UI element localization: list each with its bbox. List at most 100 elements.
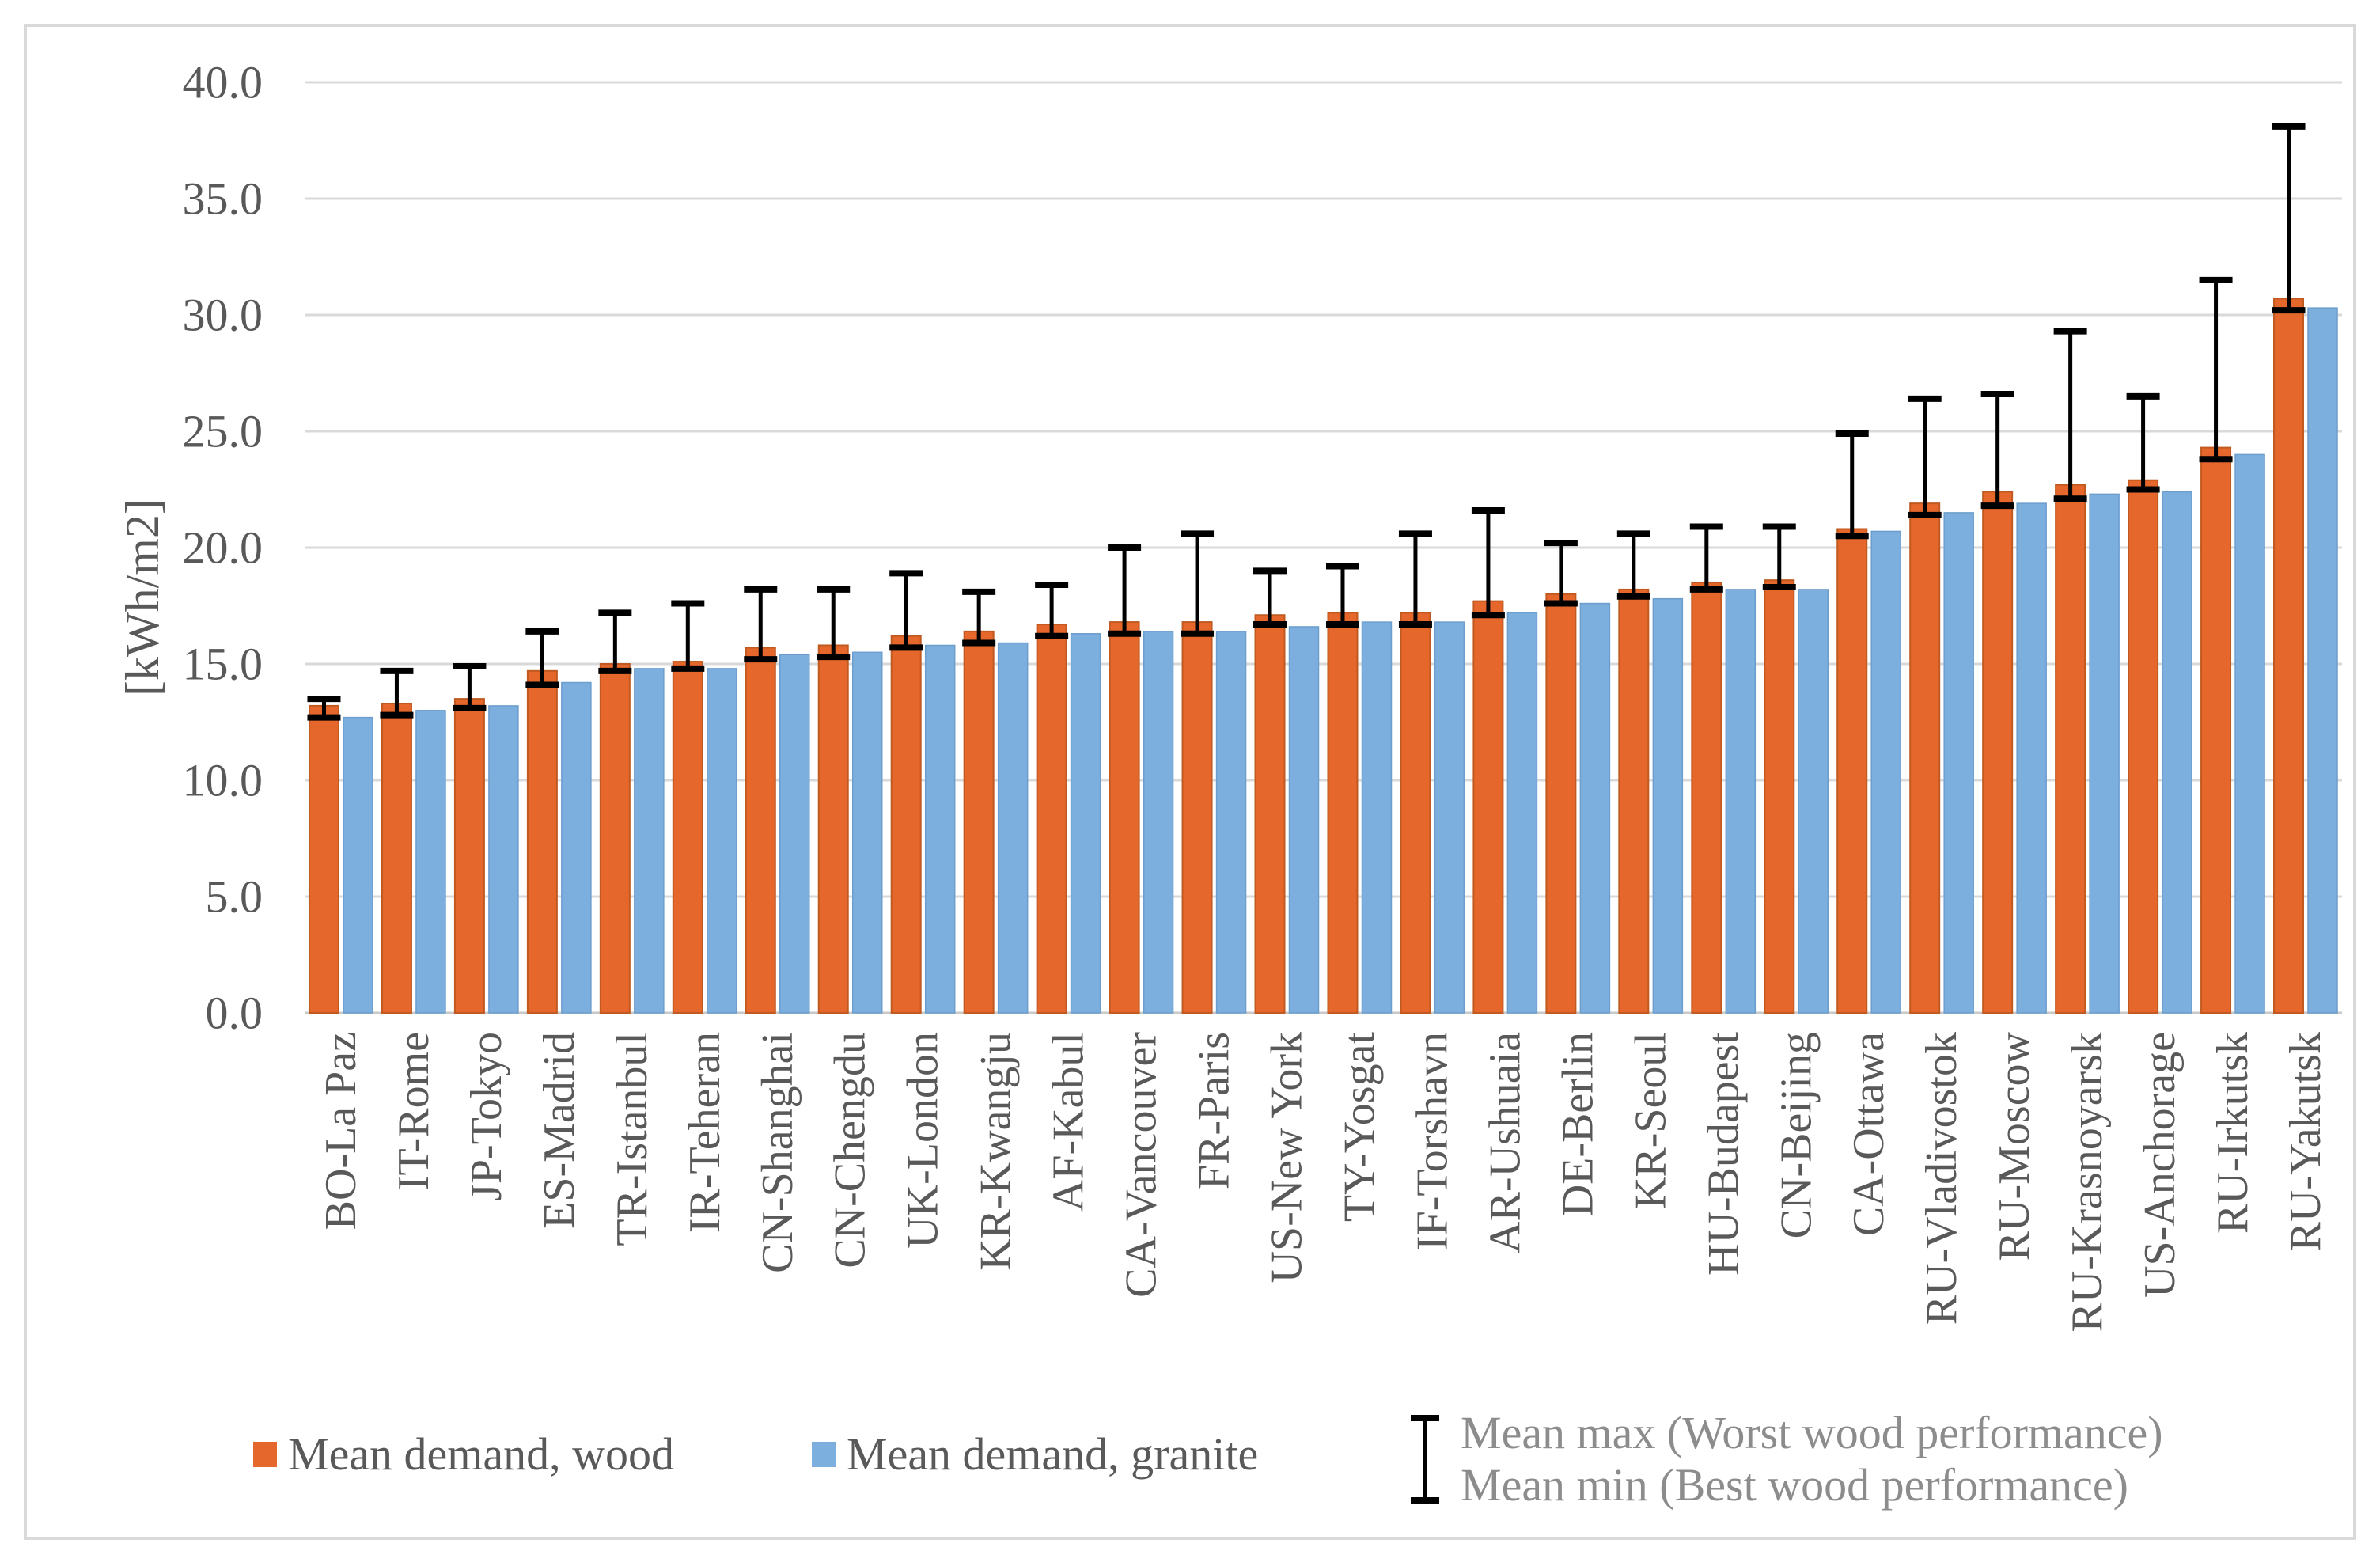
- x-category-label-18: KR-Seoul: [1626, 1032, 1675, 1209]
- x-category-label-2: JP-Tokyo: [462, 1032, 511, 1201]
- bar-granite-22: [1943, 512, 1974, 1014]
- x-category-label-12: FR-Paris: [1190, 1032, 1239, 1189]
- bar-granite-17: [1579, 602, 1611, 1014]
- x-category-label-11: CA-Vancouver: [1117, 1032, 1166, 1298]
- x-category-label-25: US-Anchorage: [2136, 1032, 2185, 1298]
- bar-wood-18: [1618, 588, 1650, 1014]
- bar-granite-15: [1434, 621, 1465, 1014]
- x-category-label-5: IR-Teheran: [680, 1032, 730, 1233]
- bar-wood-12: [1181, 621, 1213, 1014]
- x-category-label-22: RU-Vladivostok: [1917, 1032, 1966, 1325]
- bar-wood-4: [599, 663, 631, 1014]
- y-tick-label-25: 25.0: [183, 406, 263, 457]
- bar-wood-2: [453, 698, 485, 1014]
- bar-wood-17: [1545, 593, 1577, 1014]
- bar-wood-14: [1327, 612, 1359, 1014]
- y-tick-label-0: 0.0: [206, 988, 263, 1039]
- bar-granite-25: [2162, 491, 2192, 1014]
- x-category-label-17: DE-Berlin: [1553, 1032, 1602, 1216]
- x-category-label-13: US-New York: [1263, 1032, 1312, 1283]
- bar-granite-2: [488, 705, 519, 1014]
- bar-granite-10: [1070, 633, 1101, 1014]
- legend-label-granite: Mean demand, granite: [847, 1428, 1259, 1480]
- bar-granite-20: [1798, 589, 1829, 1014]
- bar-granite-12: [1215, 631, 1247, 1014]
- bar-granite-19: [1725, 589, 1757, 1014]
- bar-wood-5: [672, 661, 703, 1014]
- legend-item-error-bars[interactable]: Mean max (Worst wood performance) Mean m…: [1407, 1407, 2163, 1511]
- bar-wood-13: [1254, 614, 1286, 1014]
- granite-series-swatch-icon: [812, 1441, 836, 1467]
- error-bar-icon: [1411, 1415, 1439, 1504]
- bar-granite-3: [561, 681, 592, 1014]
- x-category-label-0: BO-La Paz: [316, 1032, 366, 1230]
- x-category-label-14: TY-Yosgat: [1335, 1032, 1384, 1223]
- legend-label-mean-min: Mean min (Best wood performance): [1461, 1459, 2128, 1511]
- y-tick-label-20: 20.0: [183, 522, 263, 574]
- bar-granite-9: [997, 642, 1029, 1014]
- x-category-label-4: TR-Istanbul: [608, 1032, 657, 1246]
- bar-granite-18: [1652, 597, 1684, 1014]
- x-category-label-10: AF-Kabul: [1044, 1032, 1093, 1212]
- x-category-label-26: RU-Irkutsk: [2208, 1032, 2257, 1234]
- x-category-label-7: CN-Chengdu: [826, 1032, 875, 1268]
- x-category-label-20: CN-Beijing: [1772, 1032, 1821, 1238]
- y-tick-label-5: 5.0: [206, 871, 263, 923]
- bar-granite-8: [924, 644, 956, 1014]
- x-category-label-27: RU-Yakutsk: [2281, 1032, 2330, 1251]
- x-category-label-24: RU-Krasnoyarsk: [2063, 1032, 2112, 1332]
- bar-wood-21: [1836, 528, 1868, 1014]
- legend-item-wood[interactable]: Mean demand, wood: [253, 1428, 674, 1481]
- legend-label-mean-max: Mean max (Worst wood performance): [1461, 1407, 2163, 1458]
- bar-wood-25: [2128, 479, 2159, 1014]
- bar-wood-11: [1109, 621, 1140, 1014]
- bar-wood-26: [2200, 446, 2232, 1014]
- bar-granite-5: [707, 668, 737, 1014]
- x-category-label-8: UK-London: [899, 1032, 948, 1249]
- bar-granite-24: [2089, 493, 2120, 1014]
- bar-wood-10: [1036, 624, 1067, 1014]
- y-tick-label-40: 40.0: [183, 57, 263, 108]
- y-tick-label-10: 10.0: [183, 755, 263, 806]
- bar-granite-21: [1870, 530, 1901, 1014]
- bar-wood-20: [1764, 579, 1795, 1014]
- bar-granite-7: [851, 651, 883, 1014]
- bar-wood-6: [745, 647, 776, 1014]
- x-category-label-23: RU-Moscow: [1990, 1031, 2039, 1261]
- bar-granite-11: [1143, 631, 1174, 1014]
- y-tick-label-15: 15.0: [183, 639, 263, 690]
- bar-wood-3: [526, 669, 558, 1014]
- x-category-label-3: ES-Madrid: [535, 1032, 584, 1229]
- bar-granite-16: [1506, 612, 1538, 1014]
- bar-wood-16: [1472, 600, 1504, 1014]
- x-category-label-19: HU-Budapest: [1699, 1032, 1748, 1276]
- x-category-label-9: KR-Kwangju: [972, 1032, 1021, 1271]
- bar-granite-0: [343, 716, 373, 1014]
- x-category-label-6: CN-Shanghai: [753, 1032, 802, 1273]
- y-tick-label-35: 35.0: [183, 173, 263, 225]
- bar-granite-14: [1361, 621, 1393, 1014]
- legend-item-granite[interactable]: Mean demand, granite: [812, 1428, 1258, 1481]
- bar-granite-26: [2234, 453, 2265, 1014]
- y-tick-label-30: 30.0: [183, 290, 263, 341]
- x-category-label-1: IT-Rome: [389, 1032, 438, 1190]
- bar-granite-13: [1288, 626, 1320, 1014]
- bar-wood-7: [817, 644, 849, 1014]
- bar-wood-24: [2055, 484, 2086, 1014]
- x-category-label-16: AR-Ushuaia: [1480, 1032, 1529, 1253]
- bar-granite-1: [415, 710, 446, 1014]
- bar-wood-19: [1691, 582, 1722, 1014]
- bar-wood-15: [1400, 612, 1431, 1014]
- bar-granite-23: [2016, 502, 2047, 1014]
- bar-granite-6: [779, 654, 810, 1014]
- wood-series-swatch-icon: [253, 1441, 277, 1467]
- y-axis-title: [kWh/m2]: [116, 499, 169, 696]
- bar-granite-4: [634, 668, 665, 1014]
- bar-granite-27: [2307, 307, 2338, 1014]
- bar-wood-27: [2273, 298, 2305, 1014]
- x-category-label-15: IF-Torshavn: [1408, 1032, 1457, 1250]
- x-category-label-21: CA-Ottawa: [1844, 1032, 1893, 1236]
- bar-wood-23: [1982, 491, 2014, 1014]
- bar-wood-0: [308, 704, 339, 1014]
